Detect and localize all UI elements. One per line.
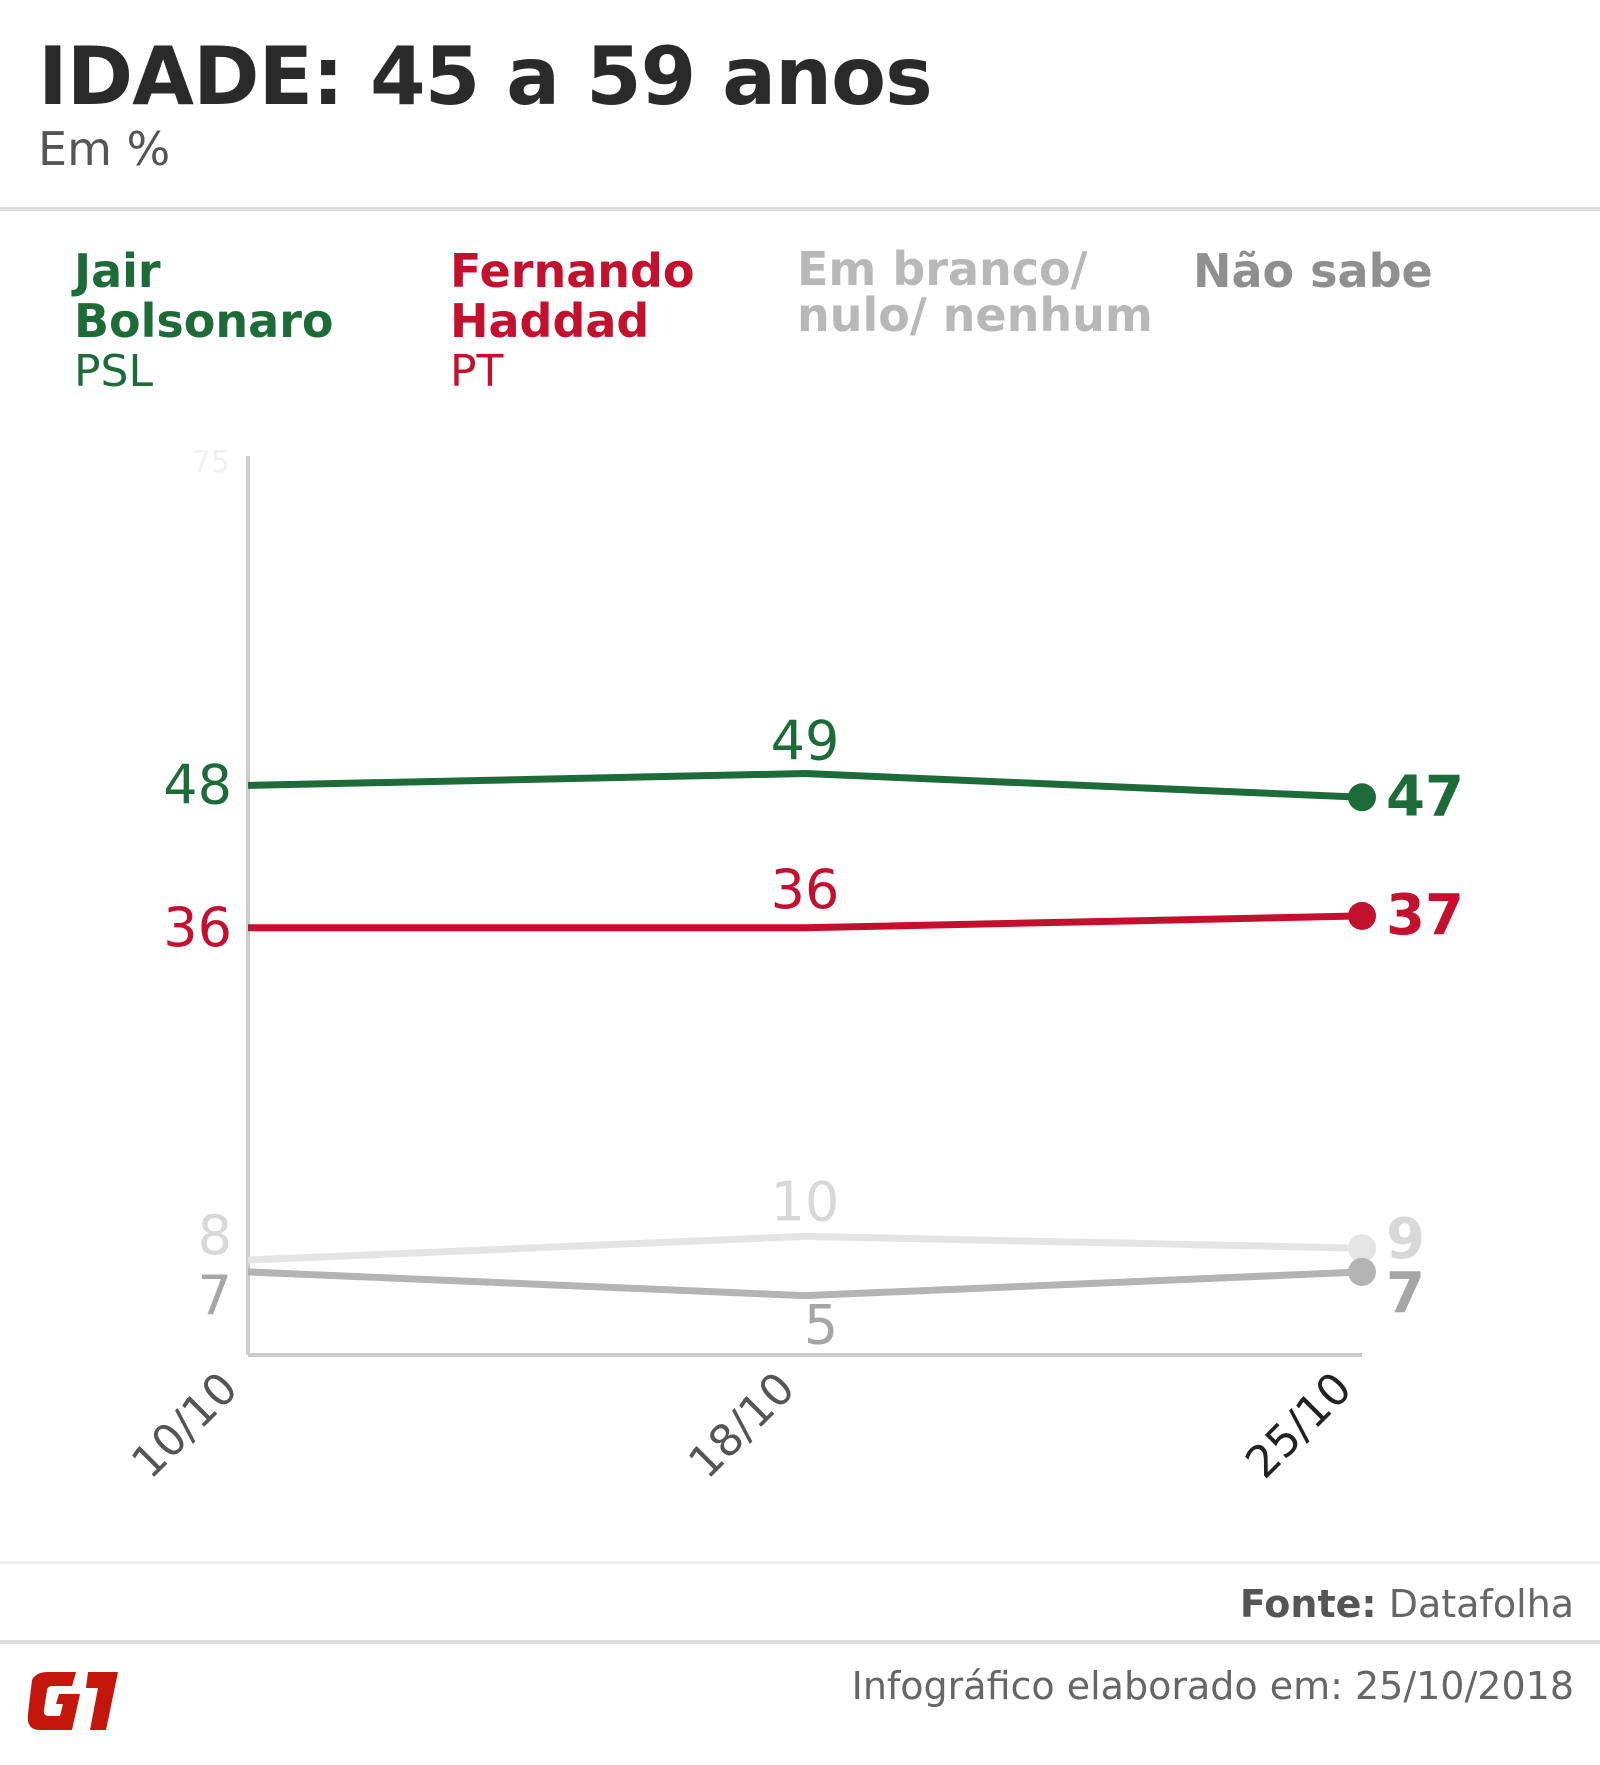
g1-logo-g xyxy=(27,1672,80,1730)
series-end-point xyxy=(1348,1257,1376,1286)
g1-logo-1 xyxy=(86,1672,118,1730)
legend-party: PSL xyxy=(74,346,153,397)
chart-title: IDADE: 45 a 59 anos xyxy=(38,30,933,123)
series-end-point xyxy=(1348,901,1376,930)
series-end-point xyxy=(1348,1234,1376,1263)
g1-logo xyxy=(27,1672,118,1730)
series-line xyxy=(247,770,1363,801)
legend-item-branco-nulo: Em branco/ nulo/ nenhum xyxy=(797,246,1153,338)
chart-subtitle: Em % xyxy=(38,122,171,176)
legend-item-nao-sabe: Não sabe xyxy=(1193,246,1433,296)
source-credit: Fonte: Datafolha xyxy=(1240,1582,1574,1626)
y-axis-top-label: 75 xyxy=(192,445,230,480)
data-label-end: 37 xyxy=(1386,883,1464,948)
data-label-mid: 36 xyxy=(771,858,840,921)
data-label-mid: 5 xyxy=(804,1294,838,1357)
legend-item-haddad: Fernando Haddad PT xyxy=(450,246,695,398)
data-label-end: 47 xyxy=(1386,764,1464,829)
legend-name: Em branco/ nulo/ nenhum xyxy=(797,242,1153,342)
data-label-mid: 49 xyxy=(771,710,840,773)
x-tick-label: 10/10 xyxy=(122,1363,248,1489)
data-label-end: 9 xyxy=(1386,1207,1425,1272)
series-end-point xyxy=(1348,783,1376,812)
legend-name: Não sabe xyxy=(1193,244,1433,298)
footer-divider xyxy=(0,1640,1600,1644)
data-label-start: 36 xyxy=(163,896,232,959)
legend-party: PT xyxy=(450,346,504,397)
data-label-end: 7 xyxy=(1386,1261,1425,1326)
top-divider xyxy=(0,207,1600,211)
data-label-mid: 10 xyxy=(771,1170,840,1233)
legend-item-bolsonaro: Jair Bolsonaro PSL xyxy=(74,246,334,398)
data-label-start: 48 xyxy=(163,753,232,816)
data-label-start: 7 xyxy=(198,1264,232,1327)
series-line xyxy=(248,912,1363,932)
data-label-start: 8 xyxy=(198,1204,232,1267)
series-line xyxy=(247,1268,1363,1300)
legend-name: Fernando Haddad xyxy=(450,244,695,348)
x-tick-label: 18/10 xyxy=(679,1363,805,1489)
x-tick-label: 25/10 xyxy=(1236,1363,1362,1489)
legend-name: Jair Bolsonaro xyxy=(74,244,334,348)
source-value: Datafolha xyxy=(1388,1582,1574,1626)
source-divider xyxy=(0,1561,1600,1564)
series-line xyxy=(247,1232,1363,1264)
infographic-date-note: Infográfico elaborado em: 25/10/2018 xyxy=(851,1664,1574,1708)
source-label: Fonte: xyxy=(1239,1582,1377,1626)
